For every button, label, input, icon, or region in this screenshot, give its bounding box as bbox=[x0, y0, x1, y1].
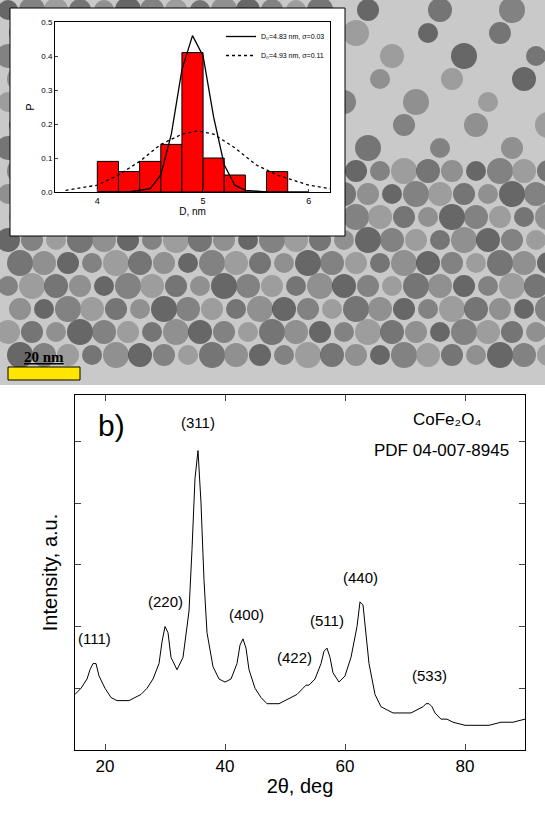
svg-text:0.4: 0.4 bbox=[41, 52, 53, 61]
svg-text:0.5: 0.5 bbox=[41, 18, 53, 27]
svg-text:0.0: 0.0 bbox=[41, 188, 53, 197]
svg-text:80: 80 bbox=[456, 757, 475, 776]
svg-text:0.2: 0.2 bbox=[41, 120, 53, 129]
svg-text:20: 20 bbox=[96, 757, 115, 776]
svg-text:2θ, deg: 2θ, deg bbox=[267, 775, 334, 797]
svg-text:D, nm: D, nm bbox=[179, 206, 206, 217]
svg-text:(220): (220) bbox=[148, 593, 183, 610]
svg-text:0.1: 0.1 bbox=[41, 154, 53, 163]
svg-text:6: 6 bbox=[306, 196, 311, 206]
svg-text:0.3: 0.3 bbox=[41, 86, 53, 95]
svg-text:5: 5 bbox=[201, 196, 206, 206]
svg-text:40: 40 bbox=[216, 757, 235, 776]
svg-text:D₀=4.83 nm, σ=0.03: D₀=4.83 nm, σ=0.03 bbox=[261, 33, 324, 40]
svg-text:(440): (440) bbox=[343, 569, 378, 586]
svg-text:PDF 04-007-8945: PDF 04-007-8945 bbox=[374, 441, 509, 460]
svg-text:4: 4 bbox=[95, 196, 100, 206]
svg-text:P: P bbox=[24, 103, 36, 110]
svg-text:20 nm: 20 nm bbox=[24, 349, 64, 365]
svg-text:(400): (400) bbox=[229, 606, 264, 623]
svg-text:(311): (311) bbox=[181, 414, 215, 431]
svg-text:D₀=4.93 nm, σ=0.11: D₀=4.93 nm, σ=0.11 bbox=[261, 52, 324, 59]
svg-text:CoFe₂O₄: CoFe₂O₄ bbox=[413, 410, 481, 429]
svg-text:(422): (422) bbox=[277, 649, 312, 666]
svg-text:(511): (511) bbox=[310, 612, 344, 629]
svg-text:(533): (533) bbox=[412, 667, 447, 684]
svg-text:Intensity, a.u.: Intensity, a.u. bbox=[39, 514, 61, 631]
svg-text:b): b) bbox=[98, 409, 125, 442]
svg-text:(111): (111) bbox=[78, 630, 111, 647]
svg-text:60: 60 bbox=[336, 757, 355, 776]
